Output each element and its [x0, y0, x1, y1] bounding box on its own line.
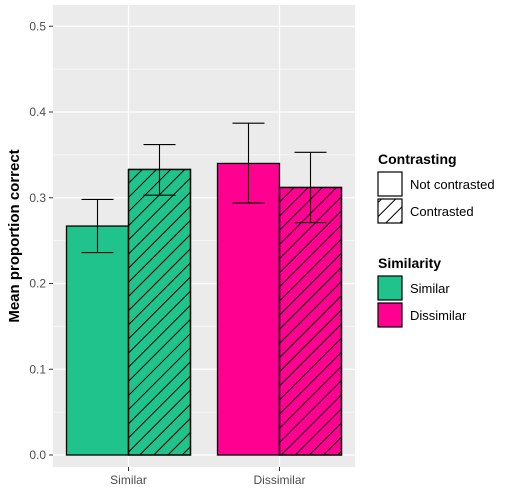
legend: Contrasting Not contrasted Contrasted Si… — [377, 151, 495, 328]
legend-key-not-contrasted — [377, 171, 403, 197]
y-tick-label: 0.5 — [29, 19, 46, 33]
legend-label-not-contrasted: Not contrasted — [410, 177, 495, 192]
y-tick-label: 0.0 — [29, 448, 46, 462]
x-axis: Similar Dissimilar — [110, 467, 306, 487]
y-tick-label: 0.4 — [29, 105, 46, 119]
y-axis: 0.0 0.1 0.2 0.3 0.4 0.5 — [29, 19, 53, 462]
legend-title-contrasting: Contrasting — [378, 151, 457, 167]
legend-label-dissimilar: Dissimilar — [410, 308, 467, 323]
legend-label-similar: Similar — [410, 281, 450, 296]
legend-label-contrasted: Contrasted — [410, 204, 474, 219]
bar-not-contrasted-dissimilar — [216, 162, 281, 456]
legend-key-dissimilar — [377, 302, 403, 328]
bar-hatch-contrasted-similar — [127, 168, 192, 456]
error-bars — [81, 122, 327, 254]
y-tick-label: 0.1 — [29, 362, 46, 376]
bars — [65, 162, 343, 456]
legend-key-contrasted — [377, 198, 403, 224]
bar-hatch-contrasted-dissimilar — [278, 186, 343, 456]
legend-title-similarity: Similarity — [378, 255, 441, 271]
x-tick-label: Similar — [110, 473, 147, 487]
x-tick-label: Dissimilar — [254, 473, 306, 487]
y-tick-label: 0.2 — [29, 277, 46, 291]
y-axis-label: Mean proportion correct — [6, 149, 23, 322]
y-tick-label: 0.3 — [29, 191, 46, 205]
bar-not-contrasted-similar — [65, 225, 130, 456]
legend-key-similar — [377, 275, 403, 301]
